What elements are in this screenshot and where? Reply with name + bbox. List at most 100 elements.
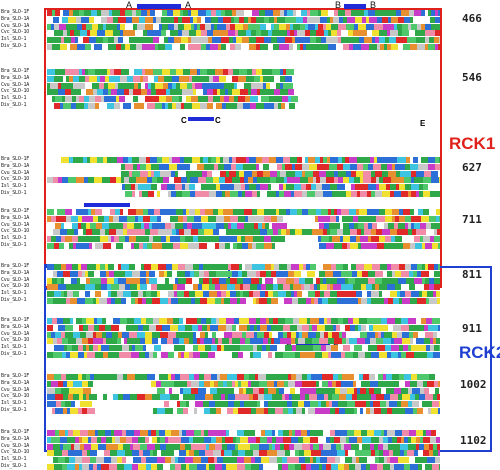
alignment-row: Isl_SLO-1: [0, 36, 500, 44]
alignment-row: Div_SLO-1: [0, 190, 500, 197]
alignment-row: Cvu_SLO-1A: [0, 276, 500, 284]
sequence-name: Cvu_SLO-1A: [1, 442, 30, 449]
residue-strip: [47, 170, 440, 177]
residue-strip: [47, 229, 440, 236]
motif-c-bar: [186, 117, 214, 121]
sequence-name: Cvc_SLO-1O: [1, 393, 30, 400]
sequence-name: Cvc_SLO-1O: [1, 88, 30, 95]
alignment-row: Cvu_SLO-1A: [0, 22, 500, 30]
residue-strip: [47, 243, 440, 249]
sequence-name: Bra_SLO-1F: [1, 429, 30, 435]
position-711: 711: [462, 213, 482, 226]
alignment-row: Bra_SLO-1A: [0, 380, 500, 387]
sequence-name: Bra_SLO-1F: [1, 263, 30, 269]
residue-strip: [47, 324, 440, 331]
sequence-name: Isl_SLO-1: [1, 400, 27, 407]
residue-strip: [47, 177, 440, 184]
alignment-row: Bra_SLO-1A: [0, 269, 500, 277]
motif-b-bar: [344, 4, 366, 9]
position-1002: 1002: [460, 378, 487, 391]
residue-strip: [47, 44, 440, 50]
residue-strip: [47, 236, 440, 243]
alignment-row: Cvu_SLO-1A: [0, 169, 500, 177]
alignment-row: Bra_SLO-1F: [0, 156, 500, 163]
residue-strip: [47, 209, 440, 215]
rck1-label: RCK1: [449, 134, 496, 153]
sequence-name: Bra_SLO-1A: [1, 214, 30, 221]
sequence-name: Div_SLO-1: [1, 102, 27, 108]
sequence-name: Bra_SLO-1A: [1, 323, 30, 330]
alignment-row: Bra_SLO-1A: [0, 214, 500, 222]
sequence-name: Bra_SLO-1F: [1, 68, 30, 74]
residue-strip: [47, 291, 440, 298]
alignment-row: Bra_SLO-1F: [0, 317, 500, 324]
sequence-name: Div_SLO-1: [1, 297, 27, 303]
residue-strip: [47, 443, 440, 450]
sequence-name: Bra_SLO-1F: [1, 208, 30, 214]
sequence-name: Isl_SLO-1: [1, 36, 27, 43]
motif-a-left-label: A: [126, 0, 133, 10]
sequence-name: Isl_SLO-1: [1, 235, 27, 242]
alignment-row: Bra_SLO-1A: [0, 74, 500, 82]
alignment-row: Cvc_SLO-1O: [0, 228, 500, 236]
residue-strip: [47, 298, 440, 304]
residue-strip: [47, 450, 440, 457]
alignment-row: Bra_SLO-1A: [0, 162, 500, 170]
alignment-row: Div_SLO-1: [0, 407, 500, 414]
sequence-name: Bra_SLO-1A: [1, 269, 30, 276]
alignment-row: Div_SLO-1: [0, 351, 500, 358]
position-546: 546: [462, 71, 482, 84]
sequence-name: Cvu_SLO-1A: [1, 386, 30, 393]
motif-c-right-label: C: [214, 116, 222, 125]
alignment-row: Cvc_SLO-1O: [0, 176, 500, 184]
alignment-row: Cvu_SLO-1A: [0, 442, 500, 450]
alignment-row: Bra_SLO-1F: [0, 373, 500, 380]
residue-strip: [47, 23, 440, 30]
sequence-name: Div_SLO-1: [1, 351, 27, 357]
alignment-row: Bra_SLO-1A: [0, 436, 500, 443]
residue-strip: [47, 331, 440, 338]
residue-strip: [47, 191, 440, 197]
sequence-name: Cvc_SLO-1O: [1, 228, 30, 235]
residue-strip: [47, 464, 440, 470]
alignment-row: Bra_SLO-1F: [0, 263, 500, 270]
sequence-name: Cvu_SLO-1A: [1, 221, 30, 228]
motif-d-bar: [84, 203, 130, 207]
residue-strip: [47, 163, 440, 170]
alignment-row: Bra_SLO-1F: [0, 208, 500, 215]
alignment-row: Isl_SLO-1: [0, 400, 500, 408]
residue-strip: [47, 352, 440, 358]
sequence-name: Cvc_SLO-1O: [1, 29, 30, 36]
residue-strip: [47, 394, 440, 401]
sequence-name: Isl_SLO-1: [1, 344, 27, 351]
sequence-name: Cvc_SLO-1O: [1, 337, 30, 344]
sequence-name: Bra_SLO-1F: [1, 317, 30, 323]
sequence-name: Div_SLO-1: [1, 463, 27, 469]
sequence-name: Div_SLO-1: [1, 43, 27, 49]
sequence-name: Cvu_SLO-1A: [1, 22, 30, 29]
alignment-row: Cvc_SLO-1O: [0, 29, 500, 37]
residue-strip: [47, 264, 440, 270]
residue-strip: [47, 82, 440, 89]
position-466: 466: [462, 12, 482, 25]
sequence-name: Cvu_SLO-1A: [1, 169, 30, 176]
sequence-name: Cvu_SLO-1A: [1, 276, 30, 283]
sequence-name: Bra_SLO-1F: [1, 156, 30, 162]
sequence-name: Cvu_SLO-1A: [1, 81, 30, 88]
residue-strip: [47, 338, 440, 345]
residue-strip: [47, 75, 440, 82]
residue-strip: [47, 222, 440, 229]
sequence-name: Div_SLO-1: [1, 407, 27, 413]
sequence-name: Bra_SLO-1A: [1, 74, 30, 81]
residue-strip: [47, 430, 440, 436]
residue-strip: [47, 436, 440, 443]
sequence-name: Isl_SLO-1: [1, 290, 27, 297]
residue-strip: [47, 157, 440, 163]
sequence-name: Div_SLO-1: [1, 190, 27, 196]
sequence-name: Bra_SLO-1A: [1, 162, 30, 169]
alignment-row: Cvu_SLO-1A: [0, 386, 500, 394]
alignment-row: Isl_SLO-1: [0, 235, 500, 243]
residue-strip: [47, 16, 440, 23]
sequence-name: Isl_SLO-1: [1, 183, 27, 190]
motif-c-left-label: C: [180, 116, 188, 125]
